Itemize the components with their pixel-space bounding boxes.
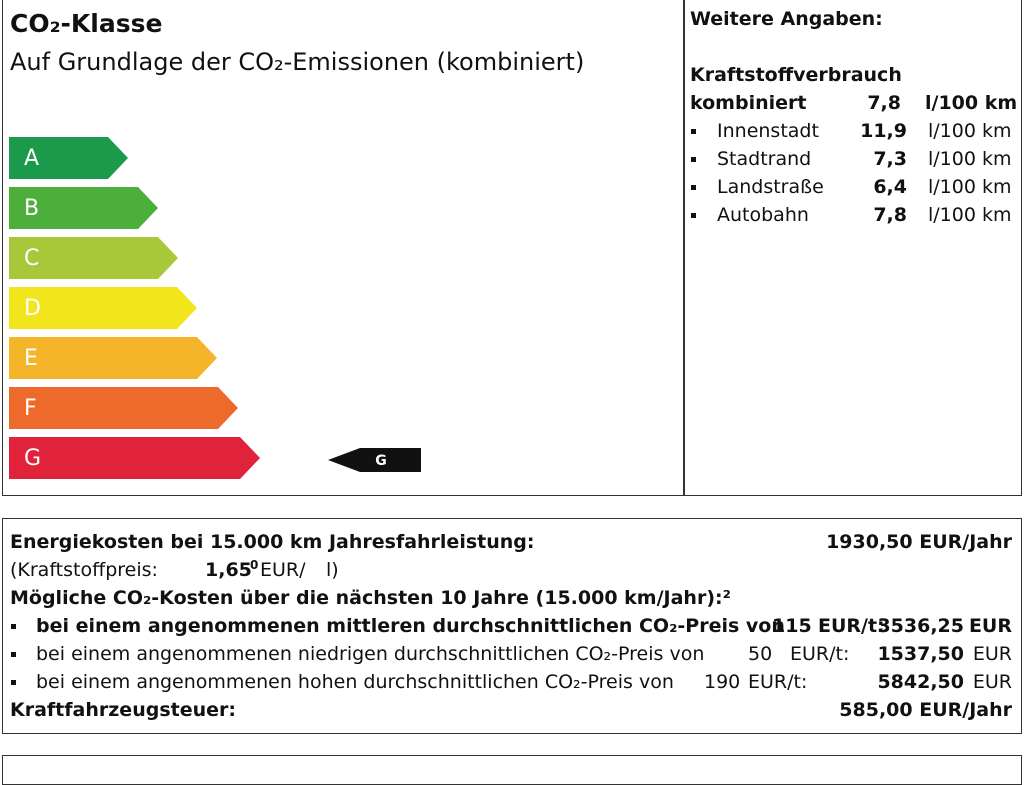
- item-value: 6,4: [873, 176, 907, 198]
- combined-label: kombiniert: [690, 92, 807, 114]
- label-box: [2, 0, 1022, 496]
- indicator-label: G: [375, 453, 387, 469]
- details-title: Weitere Angaben:: [690, 8, 883, 30]
- co2-row-price-unit: EUR/t:: [818, 615, 885, 637]
- item-value: 7,8: [873, 204, 907, 226]
- indicator-arrow: [328, 448, 421, 472]
- co2-row-price: 50: [748, 643, 773, 665]
- bullet: [691, 213, 696, 218]
- item-unit: l/100 km: [928, 120, 1012, 142]
- class-label: E: [24, 346, 38, 371]
- bullet: [11, 652, 16, 657]
- bullet: [691, 157, 696, 162]
- fuel-value: 1,65: [205, 559, 252, 581]
- co2-row-unit: EUR: [968, 615, 1012, 637]
- cost-box: [2, 518, 1022, 734]
- item-unit: l/100 km: [928, 176, 1012, 198]
- co2-row-price: 115: [772, 615, 812, 637]
- fuel-label: (Kraftstoffpreis:: [10, 559, 158, 581]
- co2-row-label: bei einem angenommenen mittleren durchsc…: [36, 615, 785, 637]
- combined-unit: l/100 km: [925, 92, 1018, 114]
- co2-row-value: 5842,50: [877, 671, 964, 693]
- class-arrow: [9, 437, 260, 479]
- co2-row-unit: EUR: [972, 643, 1012, 665]
- combined-value: 7,8: [867, 92, 901, 114]
- energy-label: Energiekosten bei 15.000 km Jahresfahrle…: [10, 531, 535, 553]
- consumption-title: Kraftstoffverbrauch: [690, 64, 902, 86]
- class-label: A: [24, 146, 39, 171]
- item-label: Innenstadt: [717, 120, 819, 142]
- item-value: 11,9: [860, 120, 907, 142]
- item-value: 7,3: [873, 148, 907, 170]
- class-arrow: [9, 237, 178, 279]
- class-label: F: [24, 396, 37, 421]
- fuel-sup: 0: [250, 558, 259, 572]
- bullet: [11, 624, 16, 629]
- co2-row-price-unit: EUR/t:: [748, 671, 808, 693]
- class-arrow: [9, 187, 158, 229]
- class-arrow: [9, 337, 217, 379]
- bullet: [691, 129, 696, 134]
- class-label: D: [24, 296, 41, 321]
- fuel-tail: l): [326, 559, 339, 581]
- subtitle: Auf Grundlage der CO₂-Emissionen (kombin…: [10, 48, 585, 76]
- bullet: [11, 680, 16, 685]
- item-label: Landstraße: [717, 176, 824, 198]
- item-label: Stadtrand: [717, 148, 812, 170]
- co2-title: Mögliche CO₂-Kosten über die nächsten 10…: [10, 587, 731, 609]
- class-label: B: [24, 196, 39, 221]
- co2-row-value: 3536,25: [877, 615, 964, 637]
- item-unit: l/100 km: [928, 204, 1012, 226]
- divider: [683, 0, 685, 496]
- class-arrow: [9, 137, 128, 179]
- class-arrow: [9, 287, 197, 329]
- class-label: C: [24, 246, 39, 271]
- co2-row-unit: EUR: [972, 671, 1012, 693]
- energy-value: 1930,50 EUR/Jahr: [826, 531, 1012, 553]
- tax-label: Kraftfahrzeugsteuer:: [10, 699, 236, 721]
- co2-row-price: 190: [704, 671, 741, 693]
- item-unit: l/100 km: [928, 148, 1012, 170]
- co2-row-label: bei einem angenommenen niedrigen durchsc…: [36, 643, 705, 665]
- tax-value: 585,00 EUR/Jahr: [839, 699, 1012, 721]
- fuel-unit: EUR/: [260, 559, 306, 581]
- bullet: [691, 185, 696, 190]
- title: CO₂-Klasse: [10, 9, 163, 38]
- note-box: [2, 755, 1022, 785]
- co2-row-value: 1537,50: [877, 643, 964, 665]
- co2-row-price-unit: EUR/t:: [790, 643, 850, 665]
- class-arrow: [9, 387, 238, 429]
- item-label: Autobahn: [717, 204, 809, 226]
- class-label: G: [24, 446, 41, 471]
- co2-row-label: bei einem angenommenen hohen durchschnit…: [36, 671, 674, 693]
